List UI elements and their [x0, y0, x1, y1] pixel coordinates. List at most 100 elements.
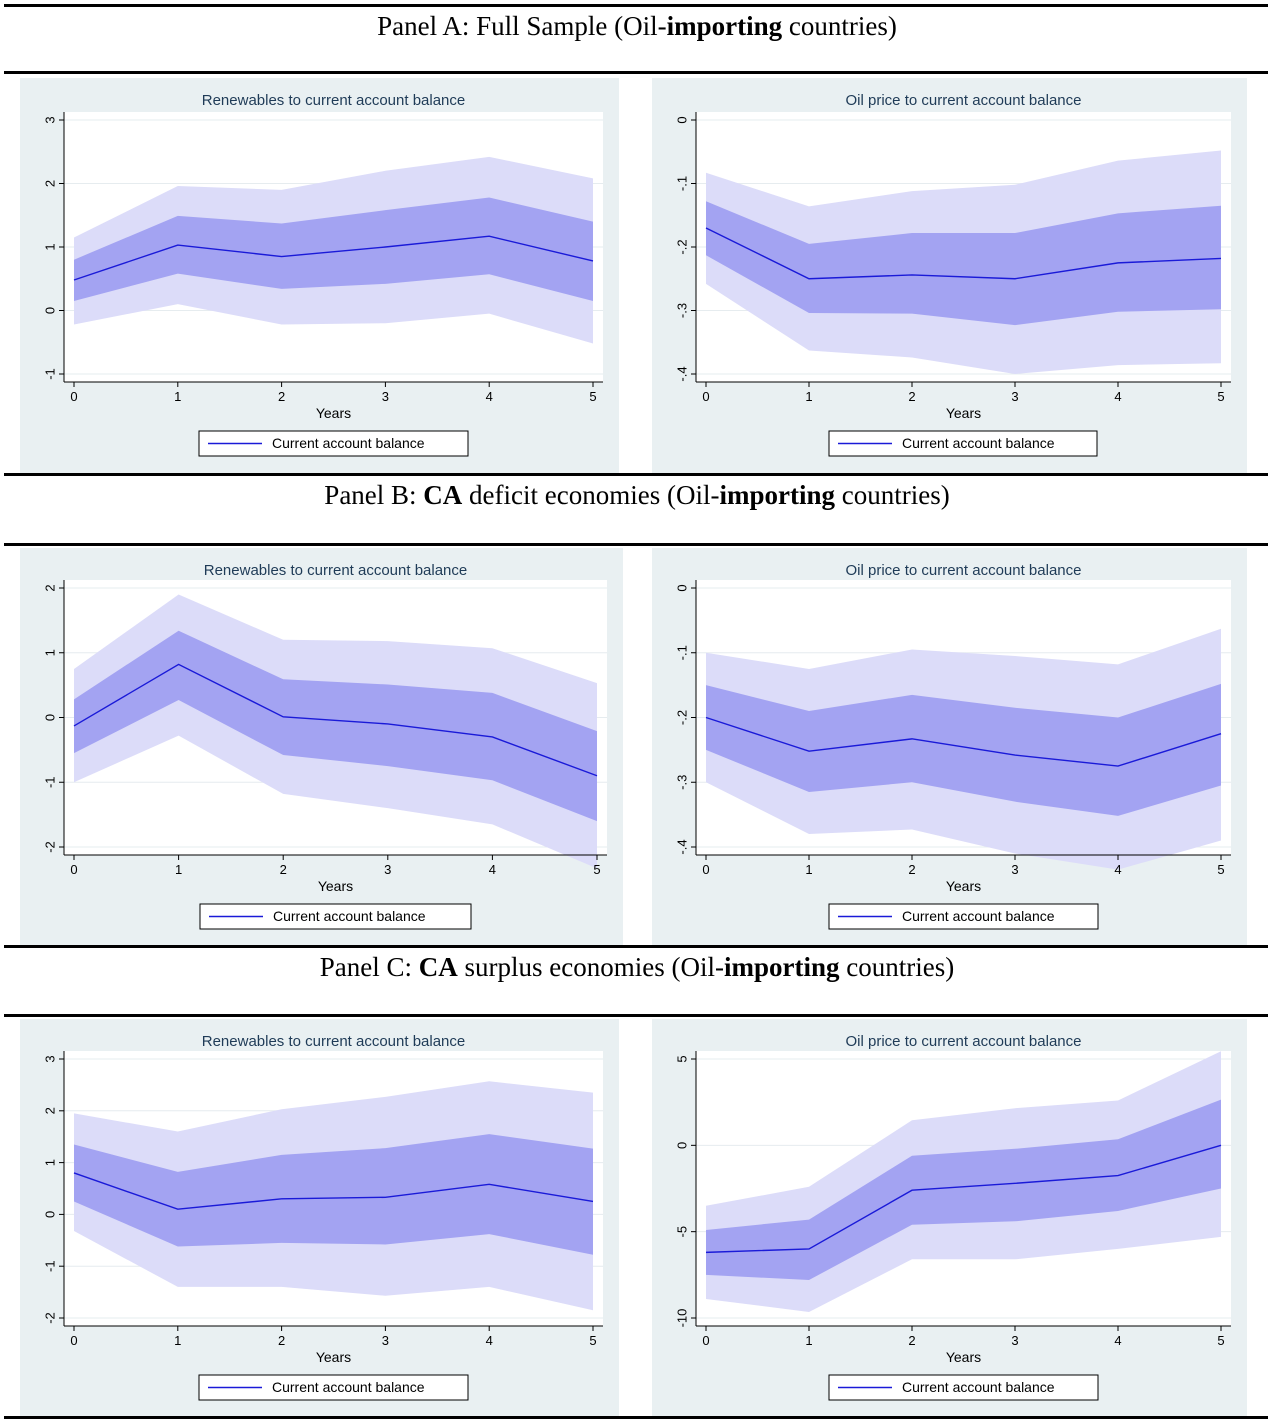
x-tick-label: 1	[174, 1333, 181, 1348]
x-tick-label: 4	[1114, 862, 1121, 877]
panel-c-title-bold1: CA	[418, 952, 458, 982]
series-line	[705, 1144, 1222, 1254]
panel-a-rule	[4, 71, 1268, 74]
x-axis-title: Years	[318, 878, 353, 894]
inner-confidence-band	[706, 683, 1221, 816]
panel-b-title-prefix: Panel B:	[324, 480, 424, 510]
x-tick-label: 0	[70, 389, 77, 404]
y-tick-label: -10	[675, 1309, 690, 1328]
y-tick-label: -1	[43, 1260, 58, 1272]
panel-b-title-bold1: CA	[423, 480, 463, 510]
chart-svg: -2 -1 0 1 2 3 0 1 2 3 4 5 Renewables to current acco…	[43, 1033, 603, 1401]
chart-title: Renewables to current account balance	[202, 92, 466, 109]
series-line	[705, 227, 1222, 280]
x-tick-label: 4	[489, 862, 496, 877]
y-tick-label: -.2	[675, 239, 690, 254]
y-tick-label: -2	[43, 1312, 58, 1324]
x-axis-title: Years	[946, 878, 981, 894]
y-tick-label: -.1	[675, 645, 690, 660]
x-axis-title: Years	[316, 405, 351, 421]
panel-b-title-middle: deficit economies (Oil-	[462, 480, 720, 510]
x-tick-label: 3	[1011, 862, 1018, 877]
panel-b-title: Panel B: CA deficit economies (Oil-impor…	[0, 477, 1274, 513]
x-tick-label: 5	[1217, 389, 1224, 404]
x-tick-label: 0	[702, 862, 709, 877]
panel-b-rule	[4, 543, 1268, 546]
legend-label: Current account balance	[273, 908, 426, 924]
x-tick-label: 3	[382, 1333, 389, 1348]
series-line	[73, 663, 598, 777]
x-tick-label: 3	[384, 862, 391, 877]
inner-confidence-band	[74, 197, 593, 301]
panel-c-title: Panel C: CA surplus economies (Oil-impor…	[0, 949, 1274, 985]
bottom-rule	[4, 1416, 1268, 1419]
x-tick-label: 4	[1114, 1333, 1121, 1348]
x-tick-label: 0	[702, 1333, 709, 1348]
panel-a-bottom-rule	[4, 473, 1268, 476]
inner-confidence-band	[706, 201, 1221, 326]
y-tick-label: 1	[43, 649, 58, 656]
y-tick-label: 0	[43, 714, 58, 721]
chart-svg: -.4 -.3 -.2 -.1 0 0 1 2 3 4 5 Oil price to current …	[675, 92, 1231, 457]
chart-c-renewables: -2 -1 0 1 2 3 0 1 2 3 4 5 Renewables to current acco…	[20, 1019, 619, 1416]
x-tick-label: 5	[589, 1333, 596, 1348]
y-tick-label: -.2	[675, 710, 690, 725]
series-line	[705, 716, 1222, 767]
x-tick-label: 1	[805, 1333, 812, 1348]
y-tick-label: 0	[43, 1211, 58, 1218]
y-tick-label: 3	[43, 1055, 58, 1062]
y-tick-label: 2	[43, 1107, 58, 1114]
legend-label: Current account balance	[902, 908, 1055, 924]
x-tick-label: 0	[70, 862, 77, 877]
x-axis-title: Years	[316, 1349, 351, 1365]
legend-label: Current account balance	[272, 1379, 425, 1395]
x-tick-label: 2	[908, 389, 915, 404]
y-tick-label: 2	[43, 180, 58, 187]
panel-c-title-prefix: Panel C:	[319, 952, 419, 982]
chart-title: Renewables to current account balance	[202, 1033, 466, 1050]
x-tick-label: 3	[1011, 1333, 1018, 1348]
chart-title: Oil price to current account balance	[846, 92, 1082, 109]
y-tick-label: 0	[43, 307, 58, 314]
chart-svg: -10 -5 0 5 0 1 2 3 4 5 Oil price to current accoun…	[675, 1033, 1231, 1401]
x-tick-label: 4	[486, 1333, 493, 1348]
x-axis-title: Years	[946, 405, 981, 421]
x-tick-label: 3	[1011, 389, 1018, 404]
y-tick-label: -.1	[675, 176, 690, 191]
y-tick-label: -.3	[675, 303, 690, 318]
x-tick-label: 2	[278, 1333, 285, 1348]
legend-label: Current account balance	[902, 1379, 1055, 1395]
chart-title: Renewables to current account balance	[204, 562, 468, 579]
legend-box	[828, 903, 1099, 930]
y-tick-label: 5	[675, 1055, 690, 1062]
y-tick-label: -2	[43, 841, 58, 853]
inner-confidence-band	[74, 1134, 593, 1255]
panel-c-title-suffix: countries)	[839, 952, 955, 982]
y-tick-label: 0	[675, 584, 690, 591]
y-tick-label: -1	[43, 776, 58, 788]
chart-b-renewables: -2 -1 0 1 2 0 1 2 3 4 5 Renewables to current accou…	[20, 548, 623, 945]
legend-label: Current account balance	[902, 435, 1055, 451]
legend-label: Current account balance	[272, 435, 425, 451]
x-tick-label: 5	[1217, 862, 1224, 877]
chart-b-oil-price: -.4 -.3 -.2 -.1 0 0 1 2 3 4 5 Oil price to current …	[652, 548, 1247, 945]
x-tick-label: 1	[805, 389, 812, 404]
x-tick-label: 1	[805, 862, 812, 877]
x-tick-label: 2	[280, 862, 287, 877]
series-line	[73, 235, 594, 281]
series-line	[73, 1172, 594, 1210]
x-tick-label: 1	[174, 389, 181, 404]
inner-confidence-band	[74, 630, 597, 822]
y-tick-label: -1	[43, 368, 58, 380]
chart-svg: -1 0 1 2 3 0 1 2 3 4 5 Renewables to current accoun…	[43, 92, 603, 457]
chart-svg: -2 -1 0 1 2 0 1 2 3 4 5 Renewables to current accou…	[43, 562, 607, 930]
panel-a-title-prefix: Panel A: Full Sample (Oil-	[377, 11, 667, 41]
y-tick-label: -5	[675, 1226, 690, 1238]
x-tick-label: 0	[702, 389, 709, 404]
panel-c-title-middle: surplus economies (Oil-	[457, 952, 724, 982]
chart-title: Oil price to current account balance	[846, 562, 1082, 579]
chart-a-renewables: -1 0 1 2 3 0 1 2 3 4 5 Renewables to current accoun…	[20, 78, 619, 473]
panel-b-title-suffix: countries)	[834, 480, 950, 510]
y-tick-label: 3	[43, 116, 58, 123]
y-tick-label: 2	[43, 584, 58, 591]
